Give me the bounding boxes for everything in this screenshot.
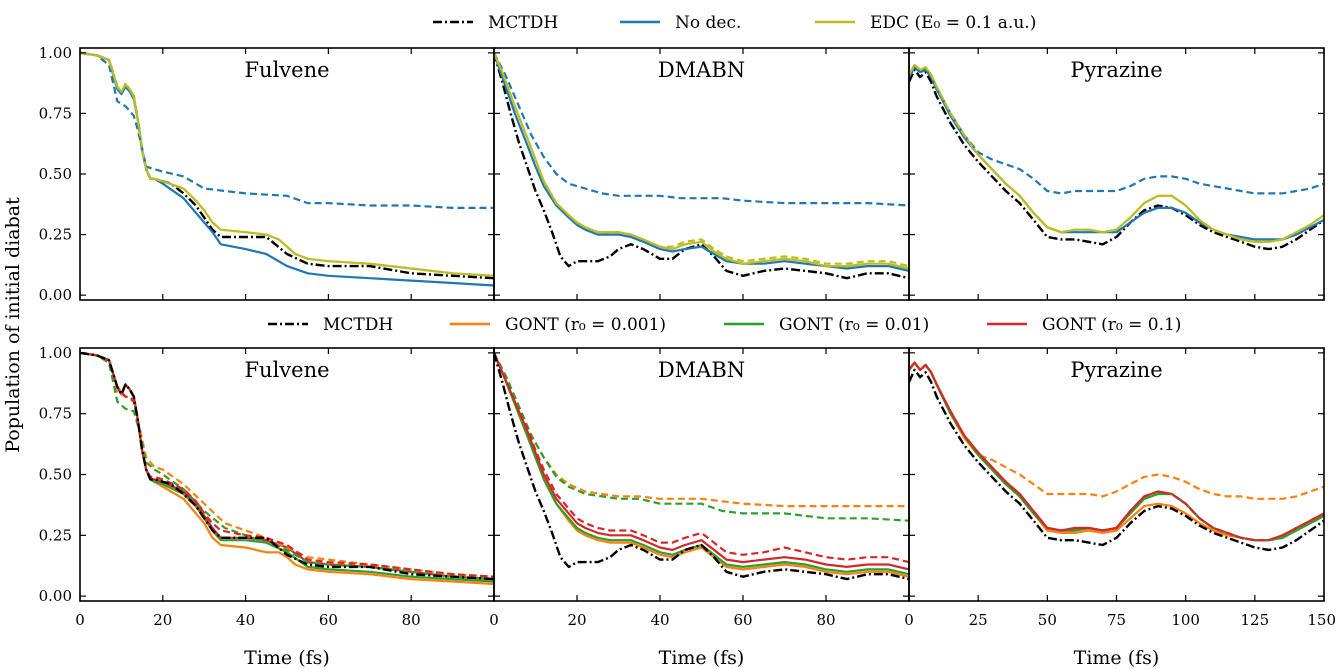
panel-pyrazine-bottom: Pyrazine 0 25 50 75 100 125 150 Time (fs) (904, 347, 1336, 669)
series-line-nodec-solid (80, 51, 494, 287)
y-tick-label: 0.25 (39, 526, 72, 544)
panel-dmabn-bottom: DMABN 0 20 40 60 80 Time (fs) (489, 347, 910, 669)
y-tick-label: 0.50 (39, 466, 72, 484)
x-tick-label: 40 (650, 611, 669, 629)
panel-title: Pyrazine (1070, 358, 1162, 382)
panels: Fulvene 0.00 0.25 0.50 0.75 1.00 DMABN Pyrazine… (39, 44, 1336, 669)
series-line-gont1-solid (909, 361, 1324, 542)
legend-label-gont001: GONT (r₀ = 0.001) (505, 315, 666, 335)
series-line-gont001-dashed (909, 361, 1324, 500)
legend-label-nodec: No dec. (675, 13, 741, 33)
series-line-gont1-dashed (80, 351, 494, 578)
panel-frame (908, 47, 1325, 301)
panel-frame (79, 47, 495, 301)
panel-pyrazine-top: Pyrazine (908, 47, 1325, 301)
y-tick-label: 0.50 (39, 165, 72, 183)
panel-title: Pyrazine (1070, 58, 1162, 82)
x-tick-label: 40 (236, 611, 255, 629)
series-line-gont01-solid (494, 352, 909, 576)
x-tick-label: 25 (969, 611, 988, 629)
legend-label-gont1: GONT (r₀ = 0.1) (1042, 315, 1181, 335)
x-tick-label: 80 (402, 611, 421, 629)
x-tick-label: 60 (319, 611, 338, 629)
series-group (909, 361, 1324, 552)
series-line-mctdh-dashdot (80, 51, 494, 280)
series-line-edc-dashed (909, 63, 1324, 243)
series-group (494, 52, 909, 280)
series-group (80, 51, 494, 287)
x-axis-label: Time (fs) (1074, 647, 1160, 669)
series-line-gont001-dashed (80, 351, 494, 578)
series-line-gont1-solid (494, 352, 909, 571)
panel-frame (79, 347, 495, 602)
y-tick-label: 0.00 (39, 286, 72, 304)
series-line-mctdh-dashdot (494, 52, 909, 280)
x-tick-label: 75 (1107, 611, 1126, 629)
x-tick-label: 60 (733, 611, 752, 629)
series-group (909, 63, 1324, 251)
x-tick-label: 20 (153, 611, 172, 629)
series-line-gont1-dashed (494, 352, 909, 564)
legend-label-edc: EDC (E₀ = 0.1 a.u.) (870, 13, 1036, 33)
panel-title: Fulvene (244, 358, 329, 382)
x-axis-label: Time (fs) (659, 647, 745, 669)
panel-frame (908, 347, 1325, 602)
legend-label-mctdh: MCTDH (323, 315, 393, 335)
y-tick-label: 0.75 (39, 405, 72, 423)
series-line-nodec-dashed (494, 52, 909, 207)
panel-title: DMABN (658, 58, 745, 82)
series-line-mctdh-dashdot (494, 352, 909, 581)
series-line-edc-solid (494, 52, 909, 270)
panel-title: DMABN (658, 358, 745, 382)
legend-label-gont01: GONT (r₀ = 0.01) (779, 315, 929, 335)
x-tick-label: 100 (1171, 611, 1200, 629)
series-group (494, 352, 909, 581)
x-tick-label: 125 (1241, 611, 1270, 629)
y-axis-label: Population of initial diabat (2, 197, 24, 453)
x-tick-label: 50 (1038, 611, 1057, 629)
legend-label-mctdh: MCTDH (488, 13, 558, 33)
legend-top: MCTDH No dec. EDC (E₀ = 0.1 a.u.) (433, 13, 1036, 33)
series-line-nodec-dashed (909, 66, 1324, 195)
series-line-gont1-solid (80, 351, 494, 581)
series-group (80, 351, 494, 586)
series-line-gont01-dashed (80, 351, 494, 581)
series-line-gont001-solid (909, 361, 1324, 542)
x-tick-label: 150 (1307, 611, 1336, 629)
y-tick-label: 1.00 (39, 44, 72, 62)
series-line-gont001-dashed (494, 352, 909, 508)
panel-fulvene-bottom: Fulvene 0.00 0.25 0.50 0.75 1.00 0 20 40 60 80 Time… (39, 344, 495, 669)
series-line-gont1-dashed (909, 361, 1324, 542)
x-tick-label: 20 (567, 611, 586, 629)
series-line-edc-solid (80, 51, 494, 277)
series-line-edc-dashed (80, 51, 494, 277)
series-line-mctdh-dashdot (909, 68, 1324, 251)
x-tick-label: 0 (904, 611, 914, 629)
panel-dmabn-top: DMABN (493, 47, 910, 301)
x-tick-label: 80 (816, 611, 835, 629)
y-tick-label: 0.25 (39, 226, 72, 244)
series-line-nodec-dashed (80, 51, 494, 209)
series-line-mctdh-dashdot (909, 368, 1324, 552)
x-tick-label: 0 (75, 611, 85, 629)
x-tick-label: 0 (489, 611, 499, 629)
panel-title: Fulvene (244, 58, 329, 82)
y-tick-label: 0.00 (39, 587, 72, 605)
series-line-gont01-solid (909, 361, 1324, 542)
series-line-mctdh-dashdot (80, 351, 494, 581)
series-line-gont01-dashed (909, 361, 1324, 542)
y-tick-label: 1.00 (39, 344, 72, 362)
series-line-edc-dashed (494, 52, 909, 268)
panel-fulvene-top: Fulvene 0.00 0.25 0.50 0.75 1.00 (39, 44, 495, 304)
series-line-gont01-dashed (494, 352, 909, 522)
series-line-nodec-solid (494, 52, 909, 272)
x-axis-label: Time (fs) (244, 647, 330, 669)
y-tick-label: 0.75 (39, 104, 72, 122)
legend-bottom: MCTDH GONT (r₀ = 0.001) GONT (r₀ = 0.01) GO… (268, 315, 1181, 335)
